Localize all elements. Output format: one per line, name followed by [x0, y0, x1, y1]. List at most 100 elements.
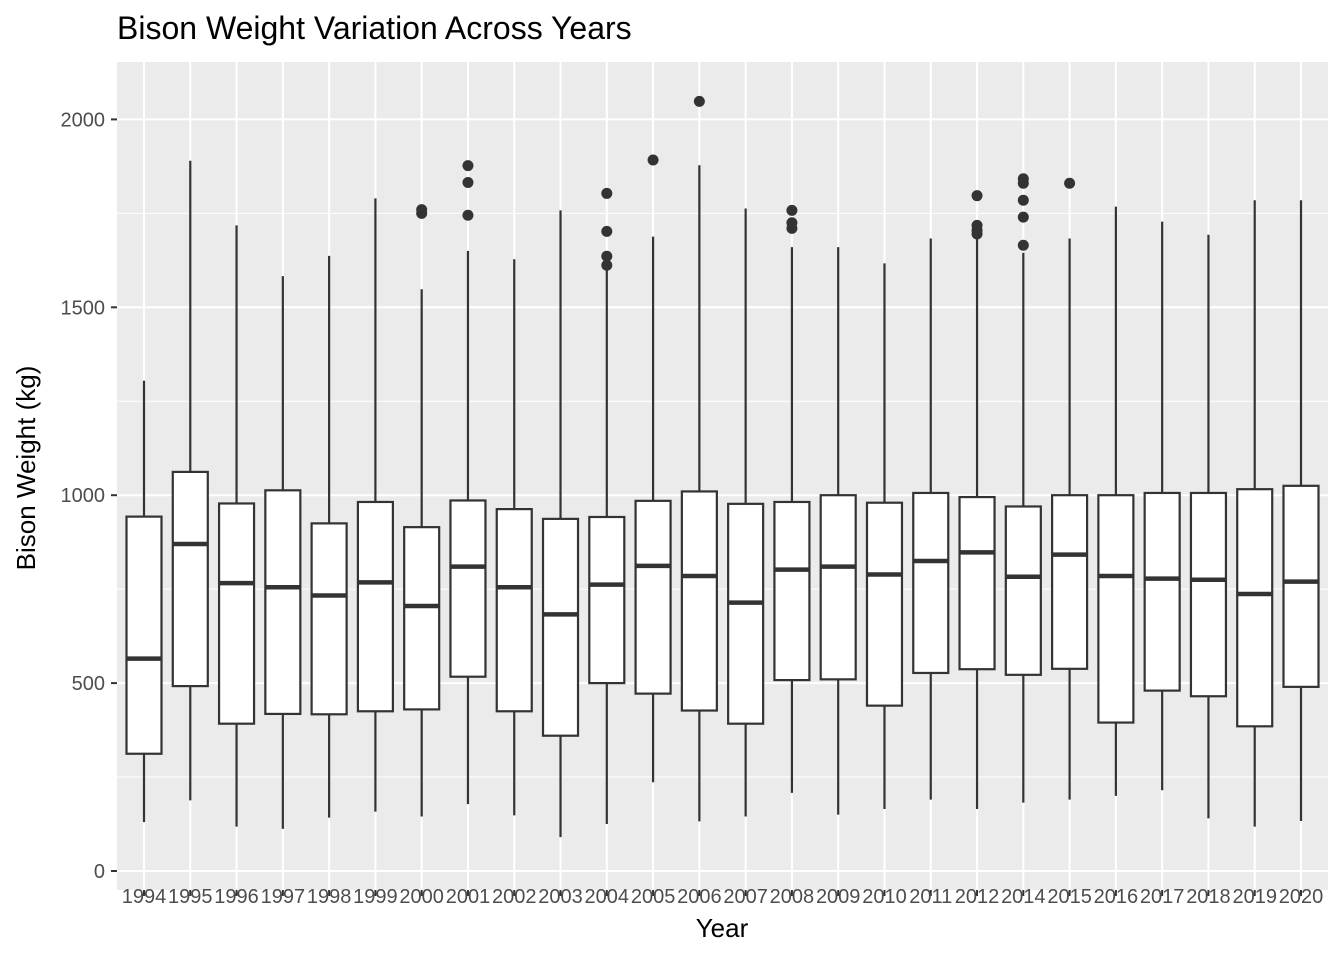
- box-body: [1004, 505, 1042, 676]
- outlier-point: [601, 259, 613, 271]
- y-tick-label: 1500: [61, 297, 106, 319]
- box-body: [541, 517, 580, 737]
- box-2016: [1097, 206, 1135, 796]
- box-series: [125, 95, 1320, 838]
- outlier-point: [1017, 239, 1029, 251]
- x-axis: 1994 1995 1996 1997 1998 1999 2000 2001 2002 2003…: [122, 886, 1324, 908]
- x-tick-label: 2009: [816, 886, 861, 908]
- box-body: [634, 499, 672, 695]
- outlier-point: [462, 209, 474, 221]
- outlier-point: [786, 217, 798, 229]
- box-2003: [541, 210, 580, 838]
- box-1995: [171, 160, 209, 801]
- x-axis-title: Year: [696, 913, 749, 943]
- outlier-point: [462, 177, 474, 189]
- outlier-point: [693, 95, 705, 107]
- box-2019: [1236, 200, 1274, 827]
- box-2017: [1143, 221, 1181, 791]
- outlier-point: [601, 225, 613, 237]
- x-tick-label: 1997: [261, 886, 306, 908]
- outlier-point: [647, 154, 659, 166]
- x-tick-label: 2010: [862, 886, 907, 908]
- x-tick-label: 2012: [955, 886, 1000, 908]
- box-body: [773, 500, 811, 682]
- y-axis: 0 500 1000 1500 2000: [61, 109, 117, 883]
- x-tick-label: 2014: [1001, 886, 1046, 908]
- x-tick-label: 2007: [723, 886, 768, 908]
- x-tick-label: 1995: [168, 886, 213, 908]
- box-body: [310, 522, 348, 716]
- x-tick-label: 2019: [1232, 886, 1277, 908]
- box-2020: [1282, 200, 1320, 822]
- x-tick-label: 2002: [492, 886, 537, 908]
- x-tick-label: 1998: [307, 886, 352, 908]
- y-tick-label: 1000: [61, 485, 106, 507]
- outlier-point: [1017, 173, 1029, 185]
- x-tick-label: 2003: [538, 886, 583, 908]
- box-1996: [217, 225, 256, 827]
- x-tick-label: 2000: [399, 886, 444, 908]
- box-body: [1143, 491, 1181, 692]
- outlier-point: [601, 250, 613, 262]
- x-tick-label: 2006: [677, 886, 722, 908]
- box-body: [1236, 488, 1274, 728]
- box-body: [1050, 494, 1089, 670]
- y-tick-label: 500: [72, 673, 105, 695]
- x-tick-label: 2008: [770, 886, 815, 908]
- box-body: [1282, 484, 1320, 688]
- box-2001: [449, 160, 487, 805]
- y-tick-label: 2000: [61, 109, 106, 131]
- x-tick-label: 2017: [1140, 886, 1185, 908]
- box-body: [680, 490, 718, 712]
- box-body: [1189, 491, 1228, 698]
- box-body: [356, 500, 394, 713]
- outlier-point: [971, 219, 983, 231]
- x-tick-label: 2018: [1186, 886, 1231, 908]
- x-tick-label: 1994: [122, 886, 167, 908]
- outlier-point: [1064, 177, 1076, 189]
- x-tick-label: 2005: [631, 886, 676, 908]
- x-tick-label: 2015: [1047, 886, 1092, 908]
- x-tick-label: 2004: [585, 886, 630, 908]
- plot-panel: [117, 62, 1328, 890]
- box-body: [727, 502, 765, 725]
- y-tick-label: 0: [94, 861, 105, 883]
- box-2000: [403, 204, 441, 817]
- box-body: [125, 515, 163, 755]
- outlier-point: [1017, 211, 1029, 223]
- box-2006: [680, 95, 718, 822]
- box-body: [958, 495, 996, 671]
- box-body: [1097, 494, 1135, 724]
- x-tick-label: 2020: [1279, 886, 1324, 908]
- box-2010: [865, 263, 904, 809]
- box-2015: [1050, 177, 1089, 800]
- box-2009: [819, 247, 857, 815]
- x-tick-label: 1996: [214, 886, 259, 908]
- box-body: [217, 502, 256, 725]
- box-body: [264, 489, 302, 716]
- box-2004: [588, 187, 626, 825]
- box-2014: [1004, 173, 1042, 803]
- box-body: [403, 526, 441, 711]
- x-tick-label: 1999: [353, 886, 398, 908]
- x-tick-label: 2016: [1094, 886, 1139, 908]
- box-body: [495, 508, 533, 713]
- y-axis-title: Bison Weight (kg): [11, 366, 41, 571]
- box-body: [449, 499, 487, 678]
- outlier-point: [462, 160, 474, 172]
- box-2002: [495, 259, 533, 816]
- box-body: [912, 491, 950, 675]
- box-2005: [634, 154, 672, 783]
- box-1998: [310, 255, 348, 818]
- outlier-point: [416, 204, 428, 216]
- box-2008: [773, 204, 811, 793]
- outlier-point: [971, 190, 983, 202]
- box-body: [865, 501, 904, 707]
- box-body: [171, 470, 209, 688]
- box-1997: [264, 276, 302, 829]
- box-2007: [727, 208, 765, 817]
- box-body: [819, 494, 857, 681]
- outlier-point: [786, 204, 798, 216]
- box-body: [588, 515, 626, 685]
- x-tick-label: 2011: [909, 886, 952, 908]
